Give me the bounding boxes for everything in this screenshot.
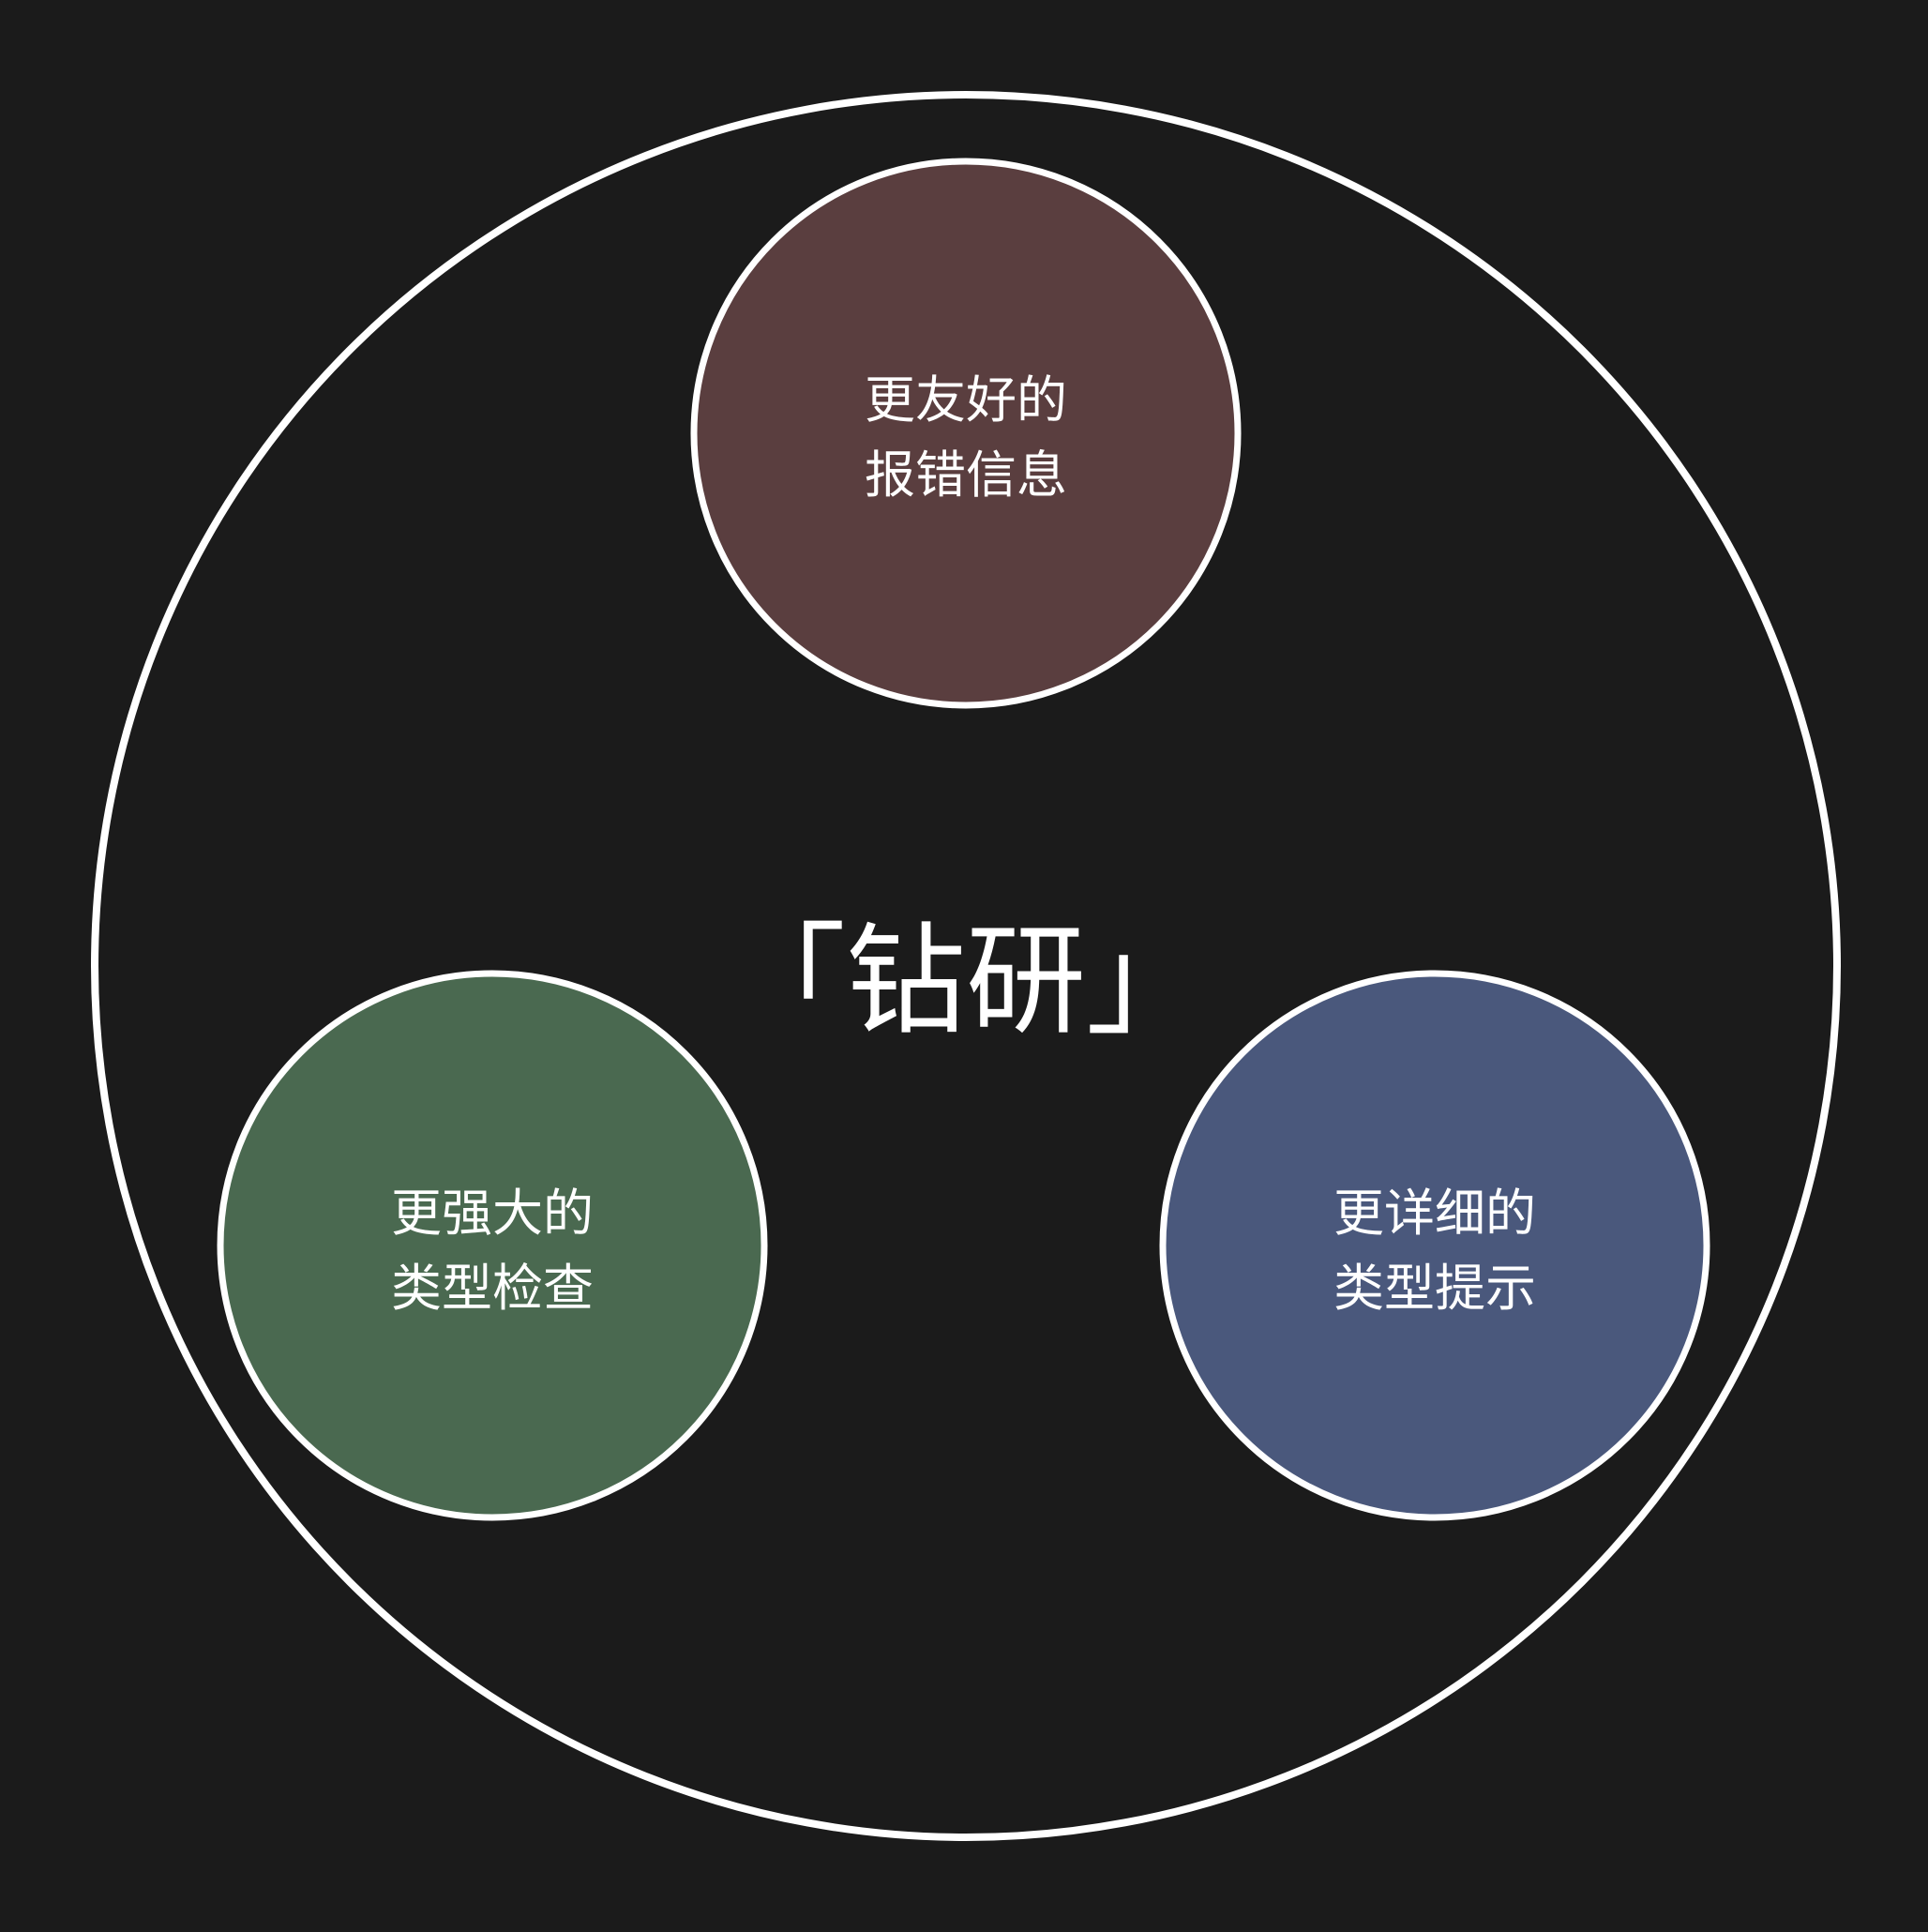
node-circle-bottom-right bbox=[1159, 970, 1710, 1521]
node-bottom-left-line1: 更强大的 bbox=[391, 1184, 594, 1243]
node-top: 更友好的 报错信息 bbox=[690, 158, 1242, 709]
node-top-line2: 报错信息 bbox=[865, 445, 1067, 505]
node-circle-top bbox=[690, 158, 1242, 709]
node-bottom-left-line2: 类型检查 bbox=[391, 1259, 594, 1318]
node-bottom-left: 更强大的 类型检查 bbox=[217, 970, 768, 1521]
node-bottom-right-line1: 更详细的 bbox=[1333, 1184, 1536, 1243]
node-bottom-right-line2: 类型提示 bbox=[1333, 1259, 1536, 1318]
node-top-line1: 更友好的 bbox=[865, 370, 1067, 430]
node-bottom-right: 更详细的 类型提示 bbox=[1159, 970, 1710, 1521]
outer-circle bbox=[91, 91, 1841, 1841]
node-circle-bottom-left bbox=[217, 970, 768, 1521]
center-label: 「钻研」 bbox=[726, 912, 1206, 1051]
